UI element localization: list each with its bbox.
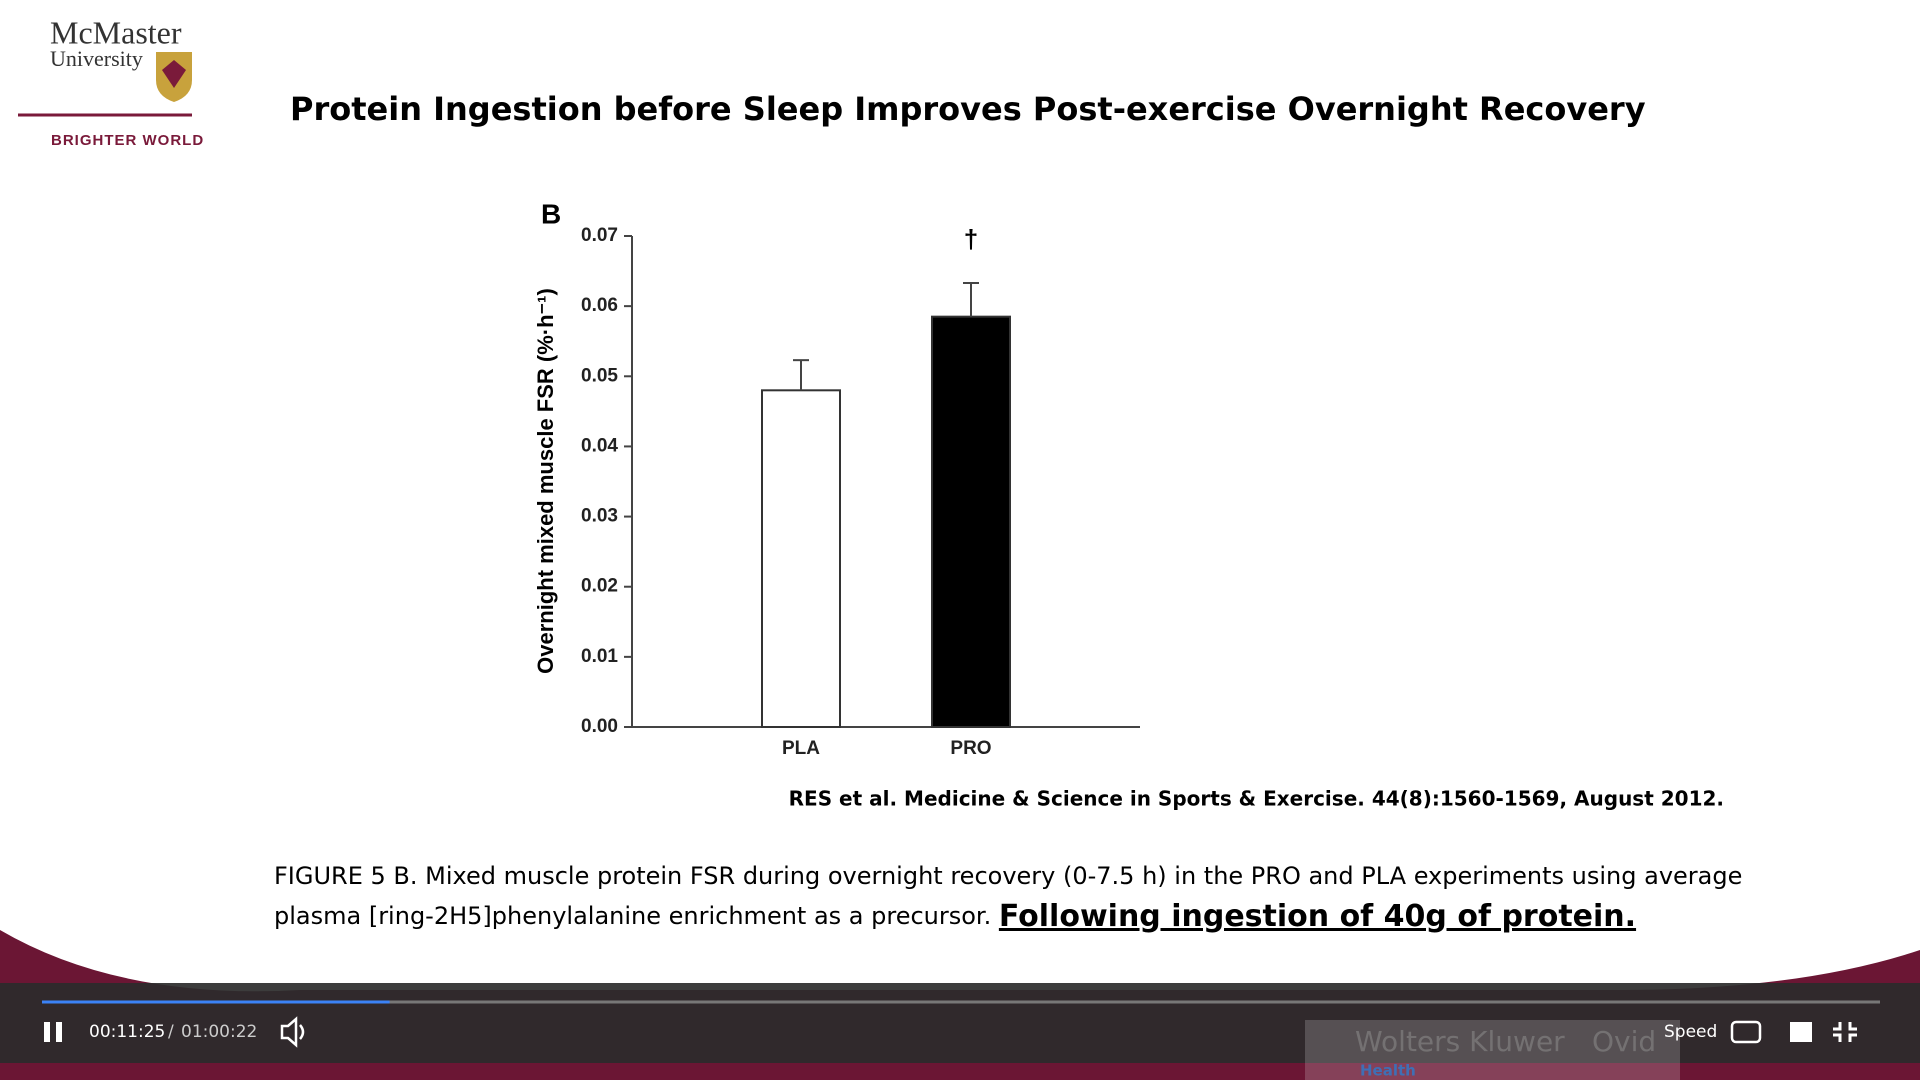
slide-title: Protein Ingestion before Sleep Improves …: [290, 90, 1646, 128]
fullscreen-button[interactable]: [1833, 1022, 1857, 1042]
y-tick-label: 0.03: [581, 506, 618, 527]
duration: 01:00:22: [181, 1022, 257, 1042]
caption-text: plasma [ring-2H5]phenylalanine enrichmen…: [274, 902, 991, 930]
y-tick-label: 0.06: [581, 295, 618, 316]
control-bar: [0, 983, 1920, 1063]
caption-line: FIGURE 5 B. Mixed muscle protein FSR dur…: [274, 862, 1742, 890]
y-tick-label: 0.02: [581, 576, 618, 597]
bar: [931, 315, 1011, 728]
x-tick-label: PLA: [782, 738, 820, 759]
y-tick-label: 0.00: [581, 716, 618, 737]
watermark: Health: [1360, 1062, 1416, 1080]
tagline: BRIGHTER WORLD: [51, 132, 204, 149]
caption-line: plasma [ring-2H5]phenylalanine enrichmen…: [274, 899, 1636, 934]
chapters-button[interactable]: [1790, 1022, 1812, 1042]
logo-name: McMaster: [50, 14, 182, 50]
speed-button[interactable]: Speed: [1664, 1022, 1717, 1042]
y-tick-label: 0.04: [581, 435, 618, 456]
pause-icon: [44, 1022, 50, 1042]
crest-emblem: [162, 60, 186, 88]
pause-button[interactable]: [44, 1022, 62, 1042]
x-tick-label: PRO: [950, 738, 991, 759]
bar: [761, 389, 841, 728]
panel-label: B: [541, 198, 561, 229]
watermark-box: [1305, 1020, 1680, 1080]
logo: McMaster University BRIGHTER WORLD: [18, 14, 204, 149]
y-tick-label: 0.01: [581, 646, 618, 667]
watermark: Ovid: [1592, 1025, 1656, 1058]
citation: RES et al. Medicine & Science in Sports …: [789, 787, 1724, 811]
pause-icon: [56, 1022, 62, 1042]
y-axis-label: Overnight mixed muscle FSR (%·h⁻¹): [533, 288, 558, 674]
y-tick-label: 0.07: [581, 225, 618, 246]
annotation: †: [964, 224, 978, 254]
captions-button[interactable]: [1730, 1020, 1762, 1044]
watermark: Wolters Kluwer: [1355, 1025, 1565, 1058]
volume-button[interactable]: [280, 1016, 305, 1048]
chart: B Overnight mixed muscle FSR (%·h⁻¹) 0.0…: [533, 198, 1140, 759]
video-player: Wolters Kluwer Ovid Health 00:11:25 / 01…: [0, 930, 1920, 1080]
current-time: 00:11:25: [89, 1022, 165, 1042]
logo-sub: University: [50, 46, 143, 71]
time-separator: /: [168, 1022, 174, 1042]
y-tick-label: 0.05: [581, 365, 618, 386]
caption-emphasis: Following ingestion of 40g of protein.: [999, 899, 1636, 934]
